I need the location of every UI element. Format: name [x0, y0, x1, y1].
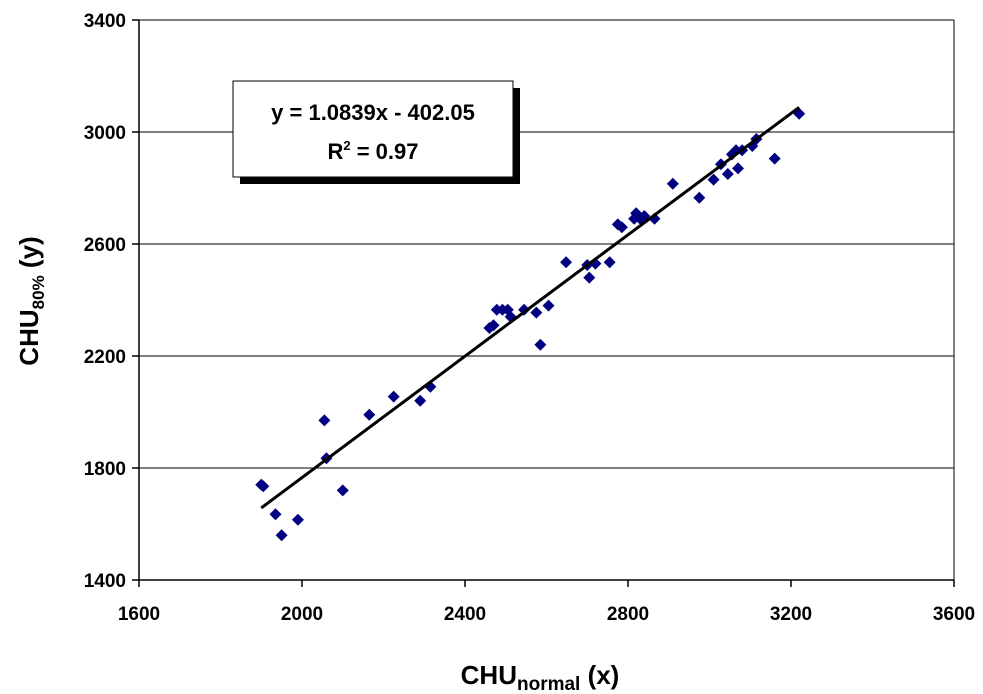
x-tick-label-5: 3600 — [933, 604, 975, 625]
data-point-20 — [534, 338, 547, 351]
data-point-38 — [721, 168, 734, 180]
x-tick-label-3: 2800 — [607, 604, 649, 625]
data-point-28 — [615, 221, 628, 234]
y-tick-label-4: 3000 — [84, 123, 126, 144]
y-tick-labels: 1400 1800 2200 2600 3000 3400 — [84, 11, 139, 592]
equation-box-frame — [232, 80, 514, 178]
data-point-35 — [693, 191, 706, 204]
x-tick-labels: 1600 2000 2400 2800 3200 3600 — [118, 580, 975, 625]
x-tick-label-0: 1600 — [118, 604, 160, 625]
trendline — [260, 106, 801, 510]
data-point-8 — [363, 408, 376, 421]
x-tick-label-2: 2400 — [444, 604, 486, 625]
data-point-26 — [603, 256, 616, 269]
data-point-1 — [257, 480, 270, 493]
data-point-4 — [291, 513, 304, 526]
y-tick-label-1: 1800 — [84, 459, 126, 480]
y-tick-label-0: 1400 — [84, 571, 126, 592]
y-tick-label-2: 2200 — [84, 347, 126, 368]
trendline-group — [260, 106, 801, 510]
axes — [138, 20, 955, 581]
y-tick-label-3: 2600 — [84, 235, 126, 256]
x-tick-label-4: 3200 — [770, 604, 812, 625]
data-point-9 — [387, 390, 400, 403]
data-point-22 — [560, 256, 573, 269]
data-point-5 — [318, 414, 331, 427]
data-point-34 — [666, 177, 679, 190]
data-point-45 — [768, 152, 781, 165]
data-point-21 — [542, 299, 555, 312]
y-tick-label-5: 3400 — [84, 11, 126, 32]
data-point-13 — [487, 319, 500, 332]
x-axis-title: CHUnormal (x) — [461, 660, 620, 694]
data-point-10 — [414, 394, 427, 407]
data-point-24 — [583, 271, 596, 284]
x-tick-label-1: 2000 — [281, 604, 323, 625]
data-point-2 — [269, 508, 282, 521]
data-point-3 — [275, 529, 288, 542]
r-squared-text: R2 = 0.97 — [327, 138, 418, 164]
equation-box: y = 1.0839x - 402.05 R2 = 0.97 — [232, 80, 520, 184]
equation-text: y = 1.0839x - 402.05 — [271, 100, 475, 125]
data-point-36 — [707, 173, 720, 186]
y-axis-title: CHU80% (y) — [14, 236, 48, 365]
data-point-41 — [732, 162, 745, 175]
data-point-19 — [530, 306, 543, 319]
data-point-7 — [336, 484, 349, 497]
